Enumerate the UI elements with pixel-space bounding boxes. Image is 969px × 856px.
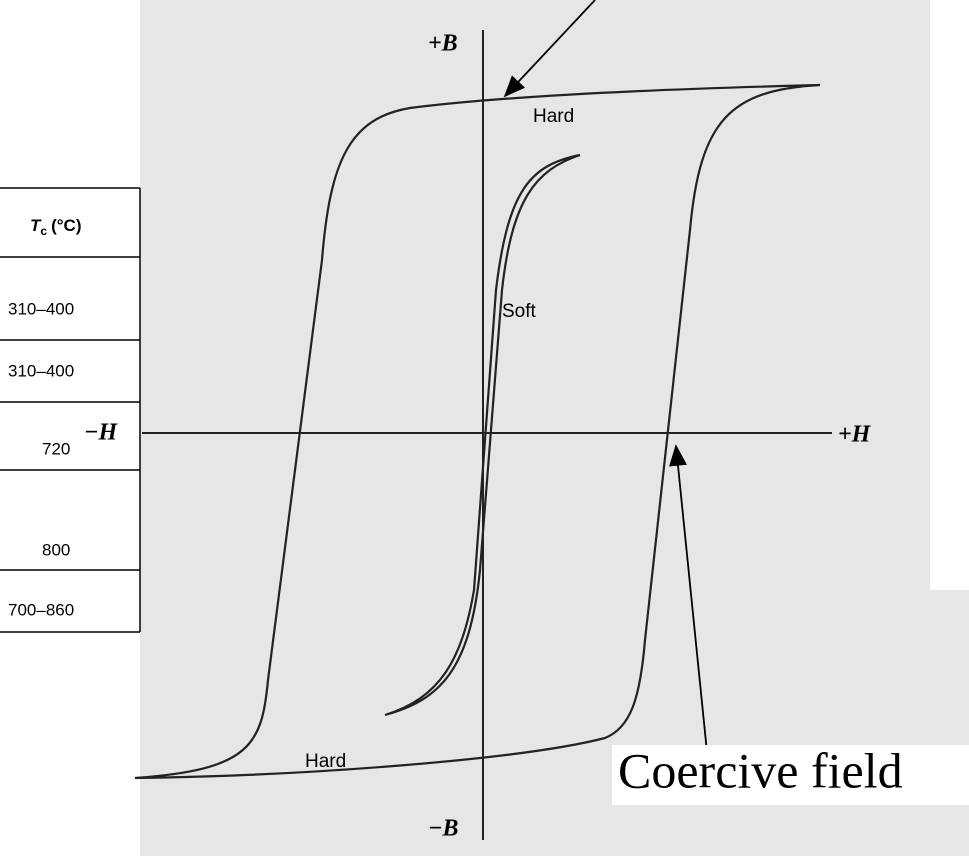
header-unit: (°C) bbox=[51, 216, 81, 235]
arrow bbox=[503, 0, 596, 98]
table-cell: 700–860 bbox=[8, 600, 74, 619]
axis-label: +B bbox=[428, 31, 458, 57]
curve-label: Hard bbox=[305, 751, 346, 772]
axis-label: −B bbox=[428, 816, 459, 842]
hard-loop bbox=[134, 83, 821, 780]
curve-label: Hard bbox=[533, 106, 574, 127]
soft-loop bbox=[384, 153, 581, 717]
scan-paper-edge bbox=[930, 590, 969, 856]
arrow bbox=[669, 444, 709, 763]
table-cell: 800 bbox=[42, 540, 70, 559]
axis-label: −H bbox=[84, 420, 119, 446]
header-symbol: T bbox=[30, 216, 42, 235]
table-cell: 310–400 bbox=[8, 361, 74, 380]
header-subscript: c bbox=[40, 224, 47, 238]
table-cell: 310–400 bbox=[8, 299, 74, 318]
scan-paper bbox=[140, 0, 930, 856]
table-header: Tc (°C) bbox=[30, 216, 81, 238]
axis-label: +H bbox=[838, 422, 872, 448]
table bbox=[0, 187, 141, 633]
annotation: Coercive field bbox=[618, 742, 903, 798]
curve-label: Soft bbox=[502, 301, 537, 322]
annotation-box bbox=[612, 745, 969, 805]
table-cell: 720 bbox=[42, 439, 70, 458]
